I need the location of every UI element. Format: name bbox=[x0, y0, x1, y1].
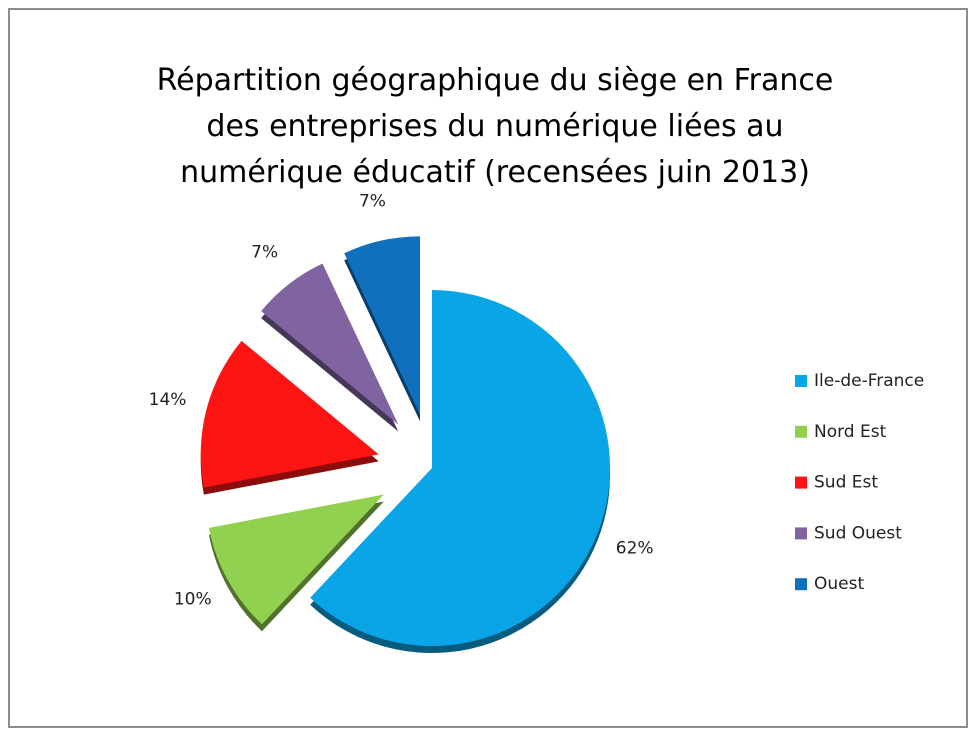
legend-swatch bbox=[795, 578, 807, 591]
legend-swatch bbox=[795, 476, 807, 489]
pie-slice bbox=[200, 340, 379, 488]
legend-label: Sud Ouest bbox=[814, 523, 902, 543]
chart-title: Répartition géographique du siège en Fra… bbox=[156, 63, 834, 190]
chart-frame bbox=[8, 8, 968, 728]
data-label: 7% bbox=[251, 242, 278, 262]
legend-label: Ouest bbox=[814, 574, 864, 594]
data-label: 7% bbox=[359, 192, 386, 212]
legend-swatch bbox=[795, 375, 807, 387]
pie-slice bbox=[261, 263, 399, 425]
data-label: 14% bbox=[149, 390, 187, 410]
legend-label: Sud Est bbox=[814, 473, 878, 493]
pie-slice bbox=[344, 236, 421, 415]
pie-slice bbox=[208, 494, 384, 625]
legend-swatch bbox=[795, 527, 807, 540]
legend-label: Nord Est bbox=[814, 422, 887, 442]
pie-slice bbox=[310, 290, 610, 646]
data-label: 10% bbox=[174, 590, 212, 610]
data-label: 62% bbox=[616, 538, 654, 558]
legend-swatch bbox=[795, 425, 807, 438]
legend-label: Ile-de-France bbox=[814, 371, 924, 391]
